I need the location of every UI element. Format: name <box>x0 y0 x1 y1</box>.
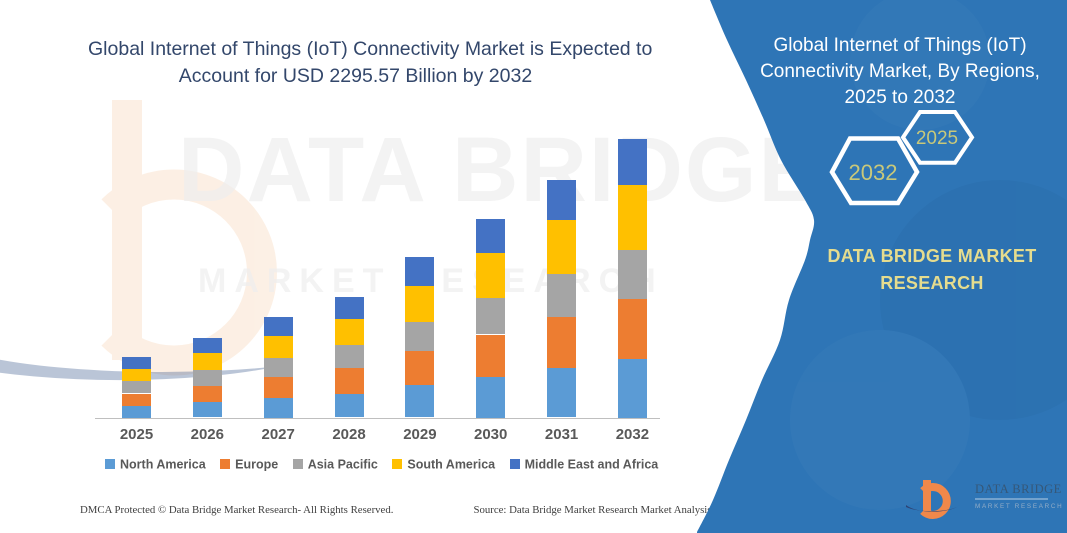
svg-text:MARKET RESEARCH: MARKET RESEARCH <box>975 503 1063 510</box>
svg-text:DATA BRIDGE: DATA BRIDGE <box>975 482 1062 496</box>
